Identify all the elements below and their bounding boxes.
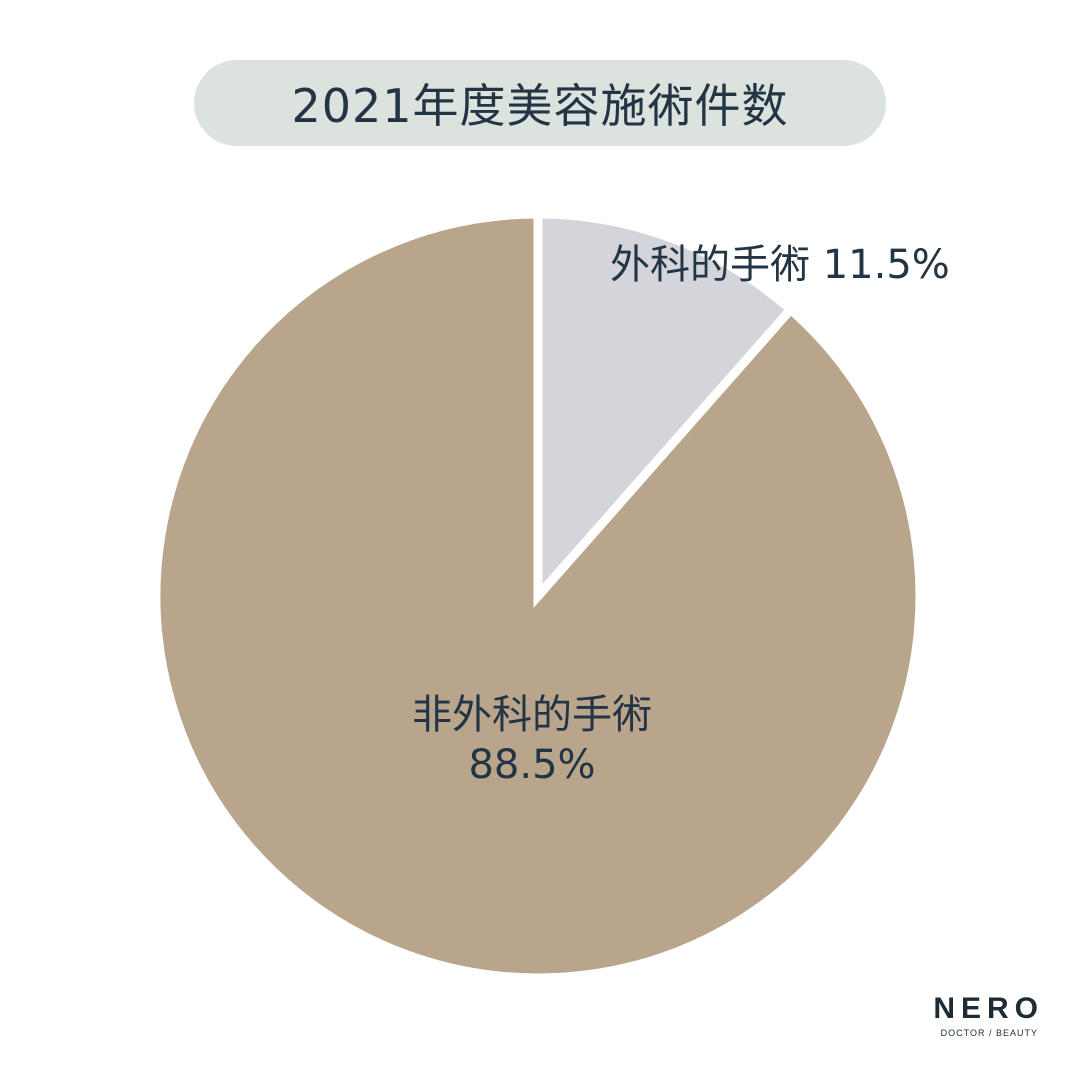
slice-label-surgical-value: 11.5% — [822, 242, 950, 288]
slice-label-surgical-name: 外科的手術 — [610, 242, 810, 288]
slice-label-non-surgical: 非外科的手術 88.5% — [282, 690, 782, 790]
chart-title-pill: 2021年度美容施術件数 — [194, 60, 886, 146]
chart-title: 2021年度美容施術件数 — [291, 79, 789, 133]
slice-label-surgical: 外科的手術 11.5% — [610, 240, 950, 290]
slice-label-non-surgical-value: 88.5% — [468, 742, 596, 788]
brand-logo-tagline: DOCTOR / BEAUTY — [940, 1028, 1038, 1039]
slice-label-non-surgical-name: 非外科的手術 — [412, 692, 652, 738]
brand-logo: NERO DOCTOR / BEAUTY — [933, 994, 1038, 1040]
brand-logo-word: NERO — [933, 992, 1044, 1026]
pie-slice-surgical — [533, 209, 797, 608]
